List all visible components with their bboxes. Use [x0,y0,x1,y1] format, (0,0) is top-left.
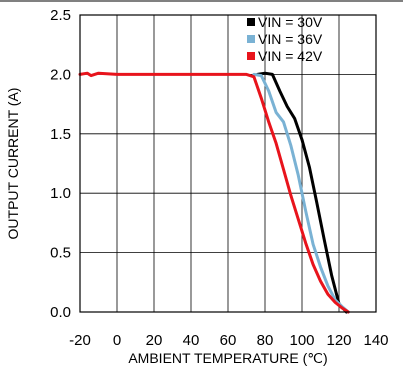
legend-label: VIN = 30V [258,14,323,30]
series-line-3 [78,71,350,314]
series-line-2 [252,72,350,314]
x-tick-label: 80 [257,332,274,349]
x-tick-label: 140 [363,332,388,349]
y-tick-label: 1.5 [50,126,71,143]
x-tick-label: -20 [69,332,91,349]
legend-swatch [247,52,255,60]
legend-label: VIN = 42V [258,48,323,64]
x-tick-label: 0 [113,332,121,349]
legend-swatch [247,35,255,43]
y-tick-label: 2.5 [50,7,71,24]
x-tick-label: 100 [289,332,314,349]
x-tick-labels: -20 0 20 40 60 80 100 120 140 [69,332,388,349]
grid [80,15,376,312]
x-axis-label: AMBIENT TEMPERATURE (℃) [128,350,327,366]
series-line-1 [256,71,348,314]
x-tick-label: 20 [146,332,163,349]
legend-swatch [247,18,255,26]
y-tick-label: 0.0 [50,304,71,321]
series-group [78,71,350,314]
x-tick-label: 120 [326,332,351,349]
plot-frame [79,14,377,313]
y-tick-label: 2.0 [50,66,71,83]
legend-label: VIN = 36V [258,31,323,47]
x-tick-label: 60 [220,332,237,349]
y-tick-label: 0.5 [50,245,71,262]
y-axis-label: OUTPUT CURRENT (A) [5,88,21,240]
x-tick-label: 40 [183,332,200,349]
y-tick-label: 1.0 [50,185,71,202]
y-tick-labels: 0.0 0.5 1.0 1.5 2.0 2.5 [50,7,71,321]
